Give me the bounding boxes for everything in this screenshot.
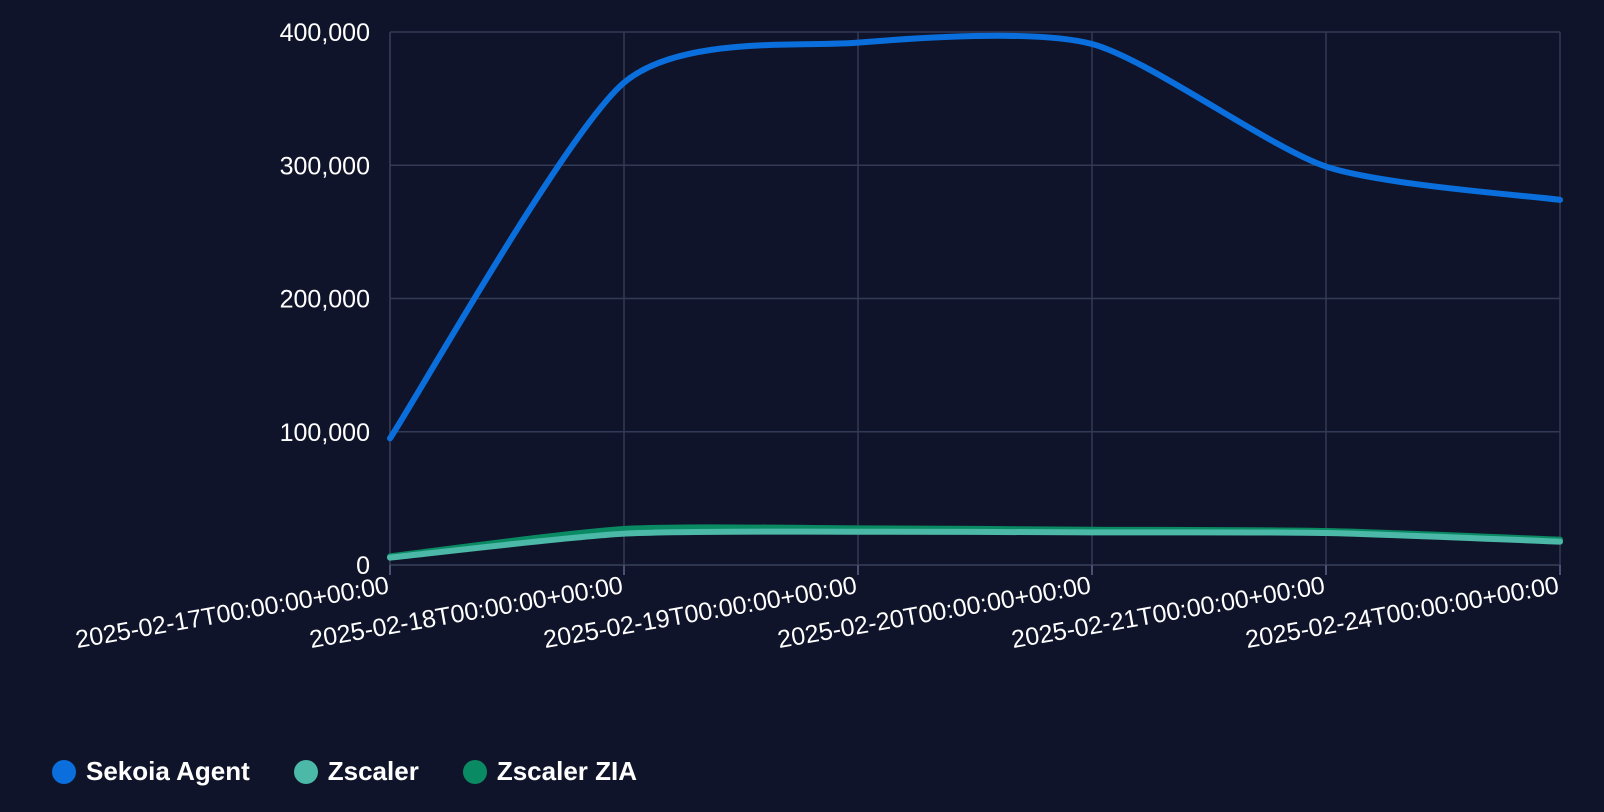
series-line-sekoia-agent[interactable] — [387, 32, 1563, 442]
legend-item-sekoia-agent[interactable]: Sekoia Agent — [52, 756, 250, 787]
chart-grid — [389, 31, 1561, 566]
chart-legend: Sekoia Agent Zscaler Zscaler ZIA — [52, 756, 637, 787]
series-line-zscaler[interactable] — [387, 528, 1563, 561]
y-tick-label: 100,000 — [280, 419, 370, 447]
y-tick-label: 200,000 — [280, 286, 370, 314]
line-chart: 0 100,000 200,000 300,000 400,000 2025-02-17… — [73, 19, 1563, 654]
legend-label: Sekoia Agent — [86, 756, 250, 786]
legend-item-zscaler[interactable]: Zscaler — [293, 756, 419, 787]
y-tick-label: 0 — [356, 552, 370, 580]
legend-item-zscaler-zia[interactable]: Zscaler ZIA — [462, 756, 637, 787]
series-lines — [387, 32, 1563, 561]
y-axis-ticks: 0 100,000 200,000 300,000 400,000 — [280, 19, 370, 580]
legend-swatch — [462, 759, 487, 784]
y-tick-label: 400,000 — [280, 19, 370, 47]
x-axis-ticks: 2025-02-17T00:00:00+00:002025-02-18T00:0… — [73, 565, 1561, 654]
legend-swatch — [293, 759, 318, 784]
legend-swatch — [52, 759, 76, 784]
y-tick-label: 300,000 — [280, 152, 370, 180]
legend-label: Zscaler — [327, 756, 419, 786]
legend-label: Zscaler ZIA — [496, 756, 637, 786]
